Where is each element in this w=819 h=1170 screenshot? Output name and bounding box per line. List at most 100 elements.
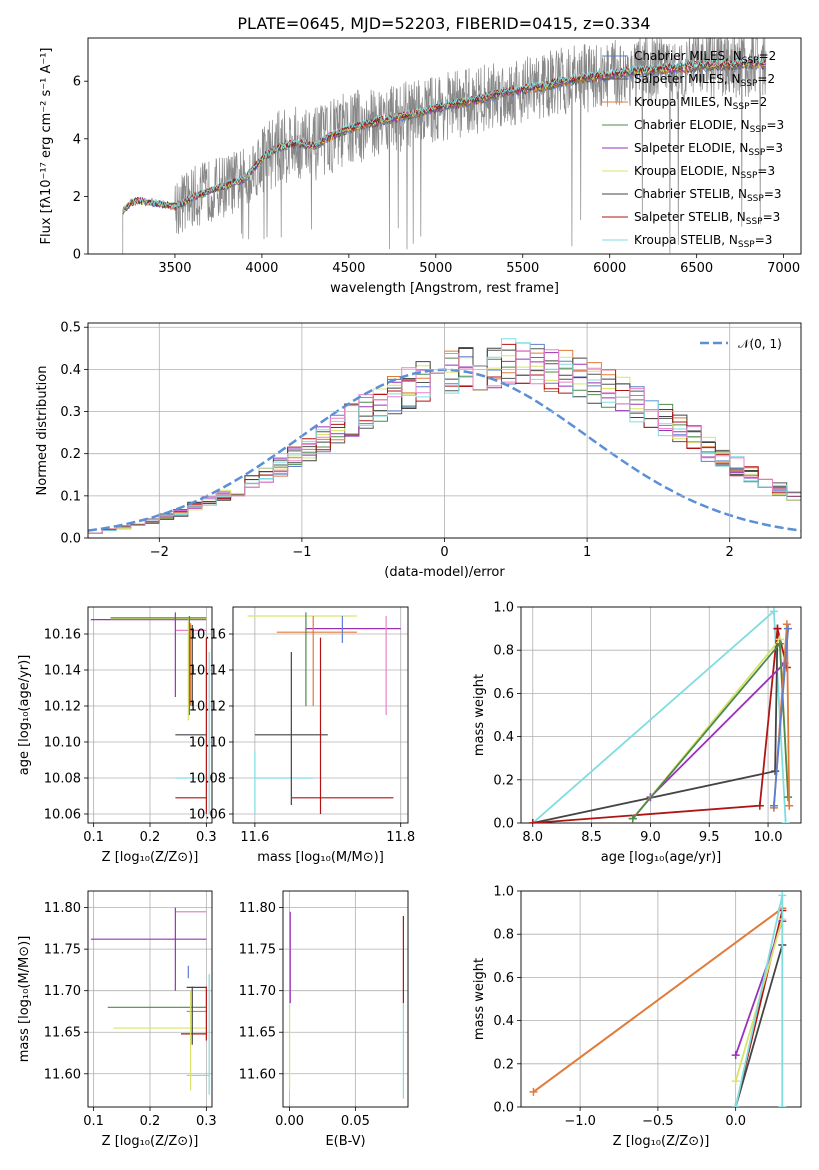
x-tick-label: 7000	[767, 261, 800, 276]
x-tick-label: 5500	[506, 261, 539, 276]
x-tick-label: 0	[440, 545, 448, 560]
y-tick-label: 10.12	[44, 700, 81, 715]
y-tick-label: 0	[73, 248, 81, 263]
residual-histogram-panel: −2 −1 0 1 2 0.0 0.1 0.2 0.3 0.4 0.5 (data-model)/er…	[35, 321, 802, 580]
y-tick-label: 10.14	[44, 664, 81, 679]
legend-entry: Kroupa ELODIE, NSSP=3	[634, 164, 775, 181]
y-tick-label: 1.0	[493, 885, 514, 900]
y-tick-label: 11.80	[239, 901, 276, 916]
weight-marker	[755, 801, 764, 810]
x-tick-label: 0.3	[196, 830, 217, 845]
weight-marker	[781, 819, 790, 823]
y-tick-label: 0.1	[60, 489, 81, 504]
legend-entry: Chabrier ELODIE, NSSP=3	[634, 118, 784, 135]
x-tick-label: 0.1	[83, 1114, 104, 1129]
y-tick-label: 10.10	[189, 736, 226, 751]
x-tick-label: 11.6	[240, 830, 269, 845]
y-tick-label: 0.2	[493, 773, 514, 788]
x-tick-label: −0.5	[642, 1114, 674, 1129]
x-axis-label: mass [log₁₀(M/M⊙)]	[257, 850, 384, 865]
legend-entry: Kroupa STELIB, NSSP=3	[634, 233, 772, 250]
weight-line	[734, 944, 784, 1107]
x-tick-label: 4500	[332, 261, 365, 276]
plot-area	[247, 612, 401, 814]
x-tick-label: 8.0	[522, 830, 543, 845]
axes-frame	[87, 606, 213, 824]
y-axis-label: mass weight	[472, 674, 487, 756]
weight-marker	[731, 1051, 740, 1060]
weight-line	[734, 895, 784, 1107]
weight-line	[532, 628, 779, 823]
x-axis-label: Z [log₁₀(Z/Z⊙)]	[102, 850, 199, 865]
y-tick-label: 11.75	[44, 943, 81, 958]
plot-area	[529, 891, 787, 1107]
y-tick-label: 0.0	[493, 817, 514, 832]
legend-entry: Salpeter MILES, NSSP=2	[634, 72, 775, 89]
x-tick-label: 4000	[245, 261, 278, 276]
legend-entry: 𝒩(0, 1)	[738, 337, 782, 351]
y-tick-label: 11.75	[239, 943, 276, 958]
x-tick-label: 0.05	[341, 1114, 370, 1129]
mass-vs-EBV-panel: 0.00 0.05 11.60 11.65 11.70 11.75 11.80 E(B-V)	[239, 890, 409, 1149]
x-tick-label: 9.5	[699, 830, 720, 845]
x-tick-label: 8.5	[581, 830, 602, 845]
y-tick-label: 11.60	[44, 1067, 81, 1082]
axes-frame	[520, 890, 802, 1108]
x-tick-label: 0.1	[83, 830, 104, 845]
x-axis-label: wavelength [Angstrom, rest frame]	[330, 281, 559, 296]
weight-marker	[731, 1103, 740, 1107]
x-tick-label: 11.8	[386, 830, 415, 845]
weight-marker	[529, 1087, 538, 1096]
spectrum-panel: 3500 4000 4500 5000 5500 6000 6500 7000 0 2 4 6 wave…	[39, 37, 802, 296]
age-vs-Z-panel: 0.1 0.2 0.3 10.06 10.08 10.10 10.12 10.14 10.16 Z…	[17, 606, 217, 865]
figure-title: PLATE=0645, MJD=52203, FIBERID=0415, z=0…	[237, 14, 650, 33]
y-axis-label: Flux [fλ10⁻¹⁷ erg cm⁻² s⁻¹ A⁻¹]	[39, 48, 54, 245]
y-tick-label: 10.06	[44, 808, 81, 823]
axes-frame	[87, 890, 213, 1108]
x-tick-label: 0.2	[140, 1114, 161, 1129]
weight-marker	[771, 767, 780, 776]
plot-area	[288, 911, 404, 1099]
legend-entry: Salpeter STELIB, NSSP=3	[634, 210, 780, 227]
weight-marker	[628, 814, 637, 823]
y-tick-label: 0.5	[60, 321, 81, 336]
x-tick-label: 2	[726, 545, 734, 560]
y-tick-label: 10.08	[189, 772, 226, 787]
legend-entry: Kroupa MILES, NSSP=2	[634, 95, 767, 112]
x-axis-label: (data-model)/error	[384, 565, 505, 580]
x-tick-label: 6000	[593, 261, 626, 276]
weight-vs-age-panel: 8.0 8.5 9.0 9.5 10.0 0.0 0.2 0.4 0.6 0.8 1.0 age [l…	[472, 601, 802, 865]
y-tick-label: 0.0	[60, 532, 81, 547]
y-axis-label: mass [log₁₀(M/M⊙)]	[17, 936, 32, 1063]
x-axis-label: Z [log₁₀(Z/Z⊙)]	[613, 1134, 710, 1149]
x-tick-label: 0.2	[140, 830, 161, 845]
x-tick-label: 9.0	[640, 830, 661, 845]
x-tick-label: 1	[583, 545, 591, 560]
age-vs-mass-panel: 11.6 11.8 10.06 10.08 10.10 10.12 10.14 10.16 ma…	[189, 606, 415, 865]
y-tick-label: 0.8	[493, 644, 514, 659]
y-tick-label: 11.70	[44, 984, 81, 999]
y-tick-label: 11.60	[239, 1067, 276, 1082]
y-tick-label: 2	[73, 190, 81, 205]
y-tick-label: 0.3	[60, 405, 81, 420]
x-tick-label: −2	[150, 545, 169, 560]
x-tick-label: 3500	[158, 261, 191, 276]
plot-area	[122, 38, 767, 254]
weight-marker	[731, 1077, 740, 1086]
weight-marker	[769, 801, 778, 810]
y-tick-label: 0.6	[493, 971, 514, 986]
y-tick-label: 11.80	[44, 901, 81, 916]
axes-frame	[87, 322, 802, 539]
weight-marker	[785, 801, 794, 810]
plot-area	[90, 907, 210, 1095]
model-spectrum-kroupa-stelib	[122, 57, 766, 214]
y-tick-label: 10.16	[44, 628, 81, 643]
y-tick-label: 0.4	[60, 363, 81, 378]
weight-marker	[782, 620, 791, 629]
x-tick-label: 6500	[680, 261, 713, 276]
y-tick-label: 1.0	[493, 601, 514, 616]
y-tick-label: 0.2	[493, 1057, 514, 1072]
weight-marker	[778, 1103, 787, 1107]
weight-marker	[773, 624, 782, 633]
